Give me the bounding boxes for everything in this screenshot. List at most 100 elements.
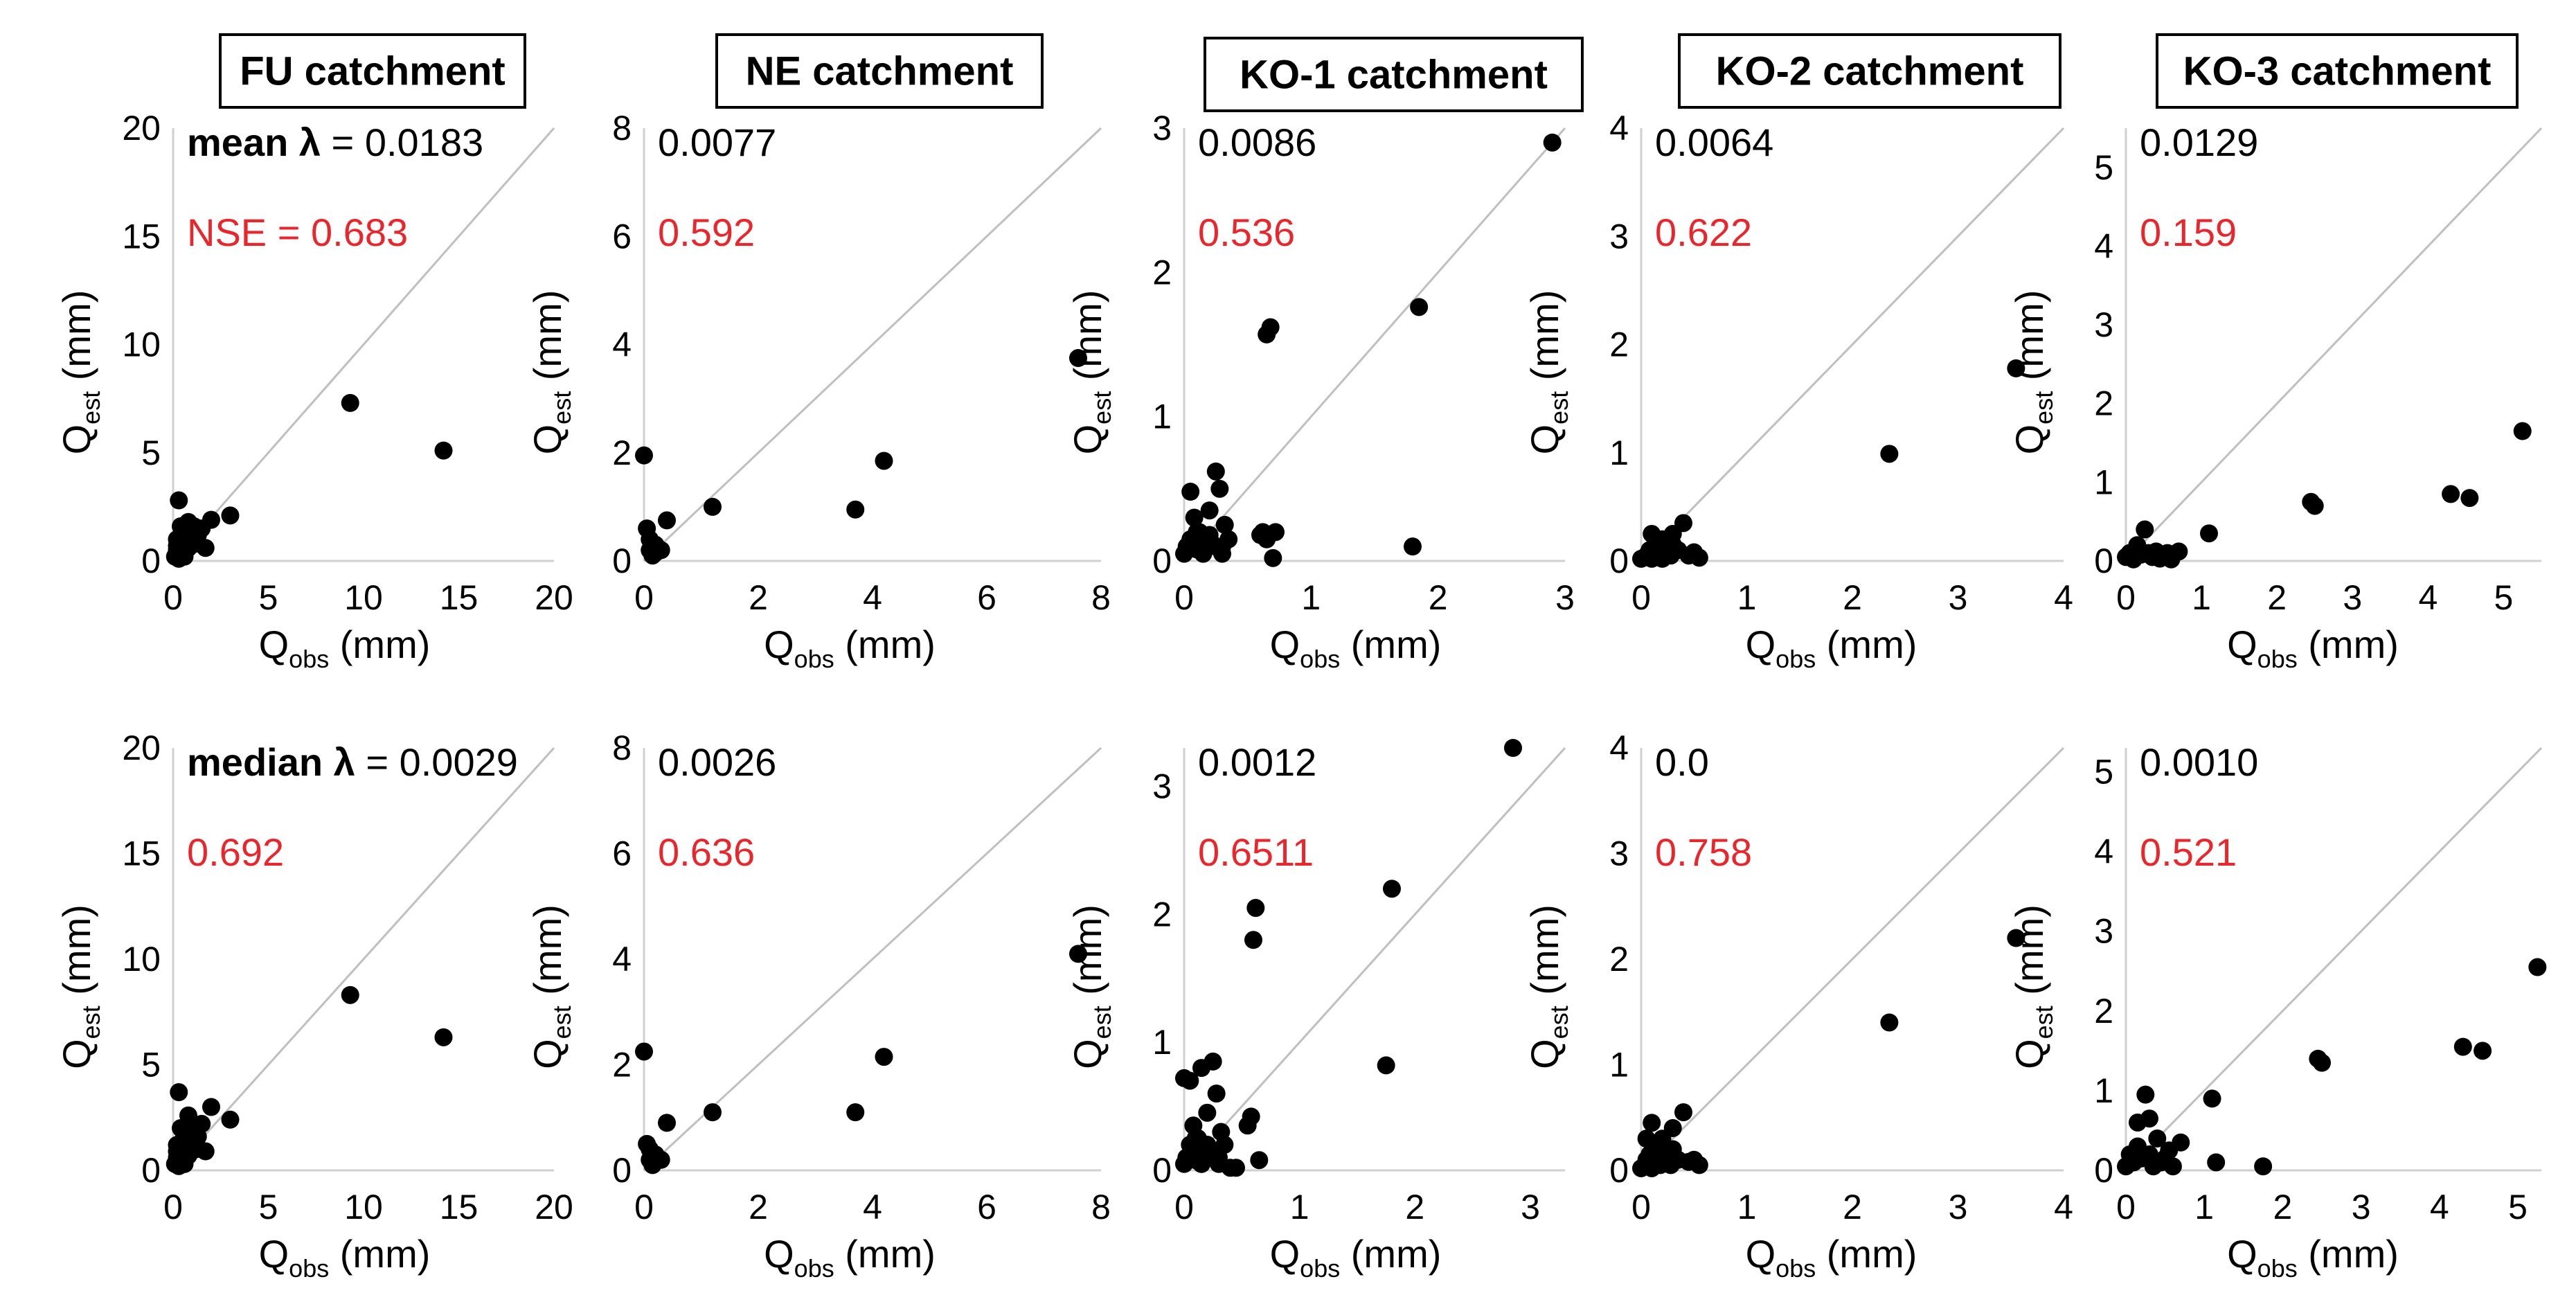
data-point [2207,1153,2226,1172]
data-point [1244,931,1262,949]
data-point [185,1121,204,1140]
x-tick-label: 6 [977,1188,996,1226]
nse-stat: 0.692 [187,830,284,874]
x-axis-label: Qobs (mm) [1270,623,1442,673]
y-axis-label: Qest (mm) [55,904,105,1069]
x-tick-label: 3 [1555,578,1575,617]
y-tick-label: 2 [612,1046,632,1084]
x-tick-label: 4 [863,1188,882,1226]
y-tick-label: 5 [141,434,161,472]
y-tick-label: 2 [1609,325,1629,364]
nse-stat: 0.521 [2140,830,2237,874]
x-tick-label: 4 [2418,578,2438,617]
y-tick-label: 4 [2094,226,2113,265]
data-point [1184,1116,1203,1135]
scatter-panel-mean-4: 0 1 2 3 4 0 1 2 3 4 Qobs (mm) Qest (mm) 0.0064 0.622 [1523,109,2073,673]
data-point [170,491,188,510]
data-point [2453,1037,2472,1056]
data-point [1383,879,1401,898]
y-tick-label: 1 [1152,398,1172,436]
data-point [1250,1151,1269,1170]
data-point [434,1028,453,1046]
x-tick-label: 20 [535,1188,573,1226]
data-point [1674,1103,1692,1122]
scatter-panel-mean-5: 0 1 2 3 4 5 0 1 2 3 4 5 Qobs (mm) Qest (mm) 0.0129 0.15… [2007,120,2543,673]
x-tick-label: 2 [2267,578,2287,617]
data-point [2305,497,2324,515]
y-tick-label: 20 [122,109,161,148]
catchment-title-text: KO-3 catchment [2183,49,2492,94]
one-to-one-line [172,127,555,562]
x-tick-label: 5 [2494,578,2514,617]
data-point [1637,1129,1656,1148]
y-tick-label: 1 [1609,1046,1629,1084]
data-point [1674,514,1692,533]
nse-stat: 0.636 [658,830,755,874]
y-tick-label: 5 [2094,148,2113,187]
title-box [2156,33,2519,109]
catchment-title-3: KO-1 catchment [1204,37,1584,112]
y-tick-label: 15 [122,217,161,256]
y-tick-label: 0 [612,1151,632,1190]
y-tick-label: 3 [2094,305,2113,344]
data-point [2007,359,2025,377]
y-tick-label: 0 [141,1151,161,1190]
data-point [221,1110,240,1129]
lambda-stat: 0.0077 [658,120,776,164]
y-tick-label: 2 [2094,384,2113,423]
x-tick-label: 8 [1091,1188,1111,1226]
data-point [1242,1107,1260,1126]
data-point [1069,349,1087,368]
x-tick-label: 0 [634,578,654,617]
lambda-stat: 0.0064 [1655,120,1773,164]
y-tick-label: 3 [2094,912,2113,951]
x-axis-label: Qobs (mm) [259,1232,431,1283]
data-point [1404,537,1422,556]
data-point [2170,542,2188,561]
x-tick-label: 0 [163,1188,183,1226]
x-tick-label: 2 [1405,1188,1424,1226]
data-point [1643,1159,1661,1177]
one-to-one-line [643,747,1102,1172]
nse-stat: NSE = 0.683 [187,211,408,254]
one-to-one-line [1640,127,2065,562]
x-axis-label: Qobs (mm) [2227,1232,2399,1283]
data-point [1690,548,1708,567]
x-axis-label: Qobs (mm) [259,623,431,673]
nse-stat: 0.758 [1655,830,1752,874]
y-tick-label: 0 [1152,542,1172,580]
nse-stat: 0.622 [1655,211,1752,254]
data-point [1215,1136,1234,1154]
data-point [170,1083,188,1102]
y-tick-label: 5 [141,1046,161,1084]
data-point [1663,535,1682,554]
scatter-panel-median-1: 0 5 10 15 20 0 5 10 15 20 Qobs (mm) Qest (mm) median… [55,729,573,1283]
data-point [196,1142,215,1161]
data-point [635,446,653,465]
data-point [2148,1129,2167,1147]
x-tick-label: 1 [1737,578,1757,617]
x-tick-label: 0 [163,578,183,617]
x-tick-label: 5 [2508,1188,2528,1226]
data-point [2474,1042,2492,1060]
y-tick-label: 3 [1609,834,1629,873]
x-tick-label: 2 [749,578,768,617]
catchment-title-1: FU catchment [219,33,526,109]
one-to-one-line [1183,747,1566,1172]
y-tick-label: 2 [1152,253,1172,292]
x-tick-label: 0 [1631,1188,1651,1226]
y-tick-label: 2 [612,434,632,472]
title-box [219,33,526,109]
catchment-title-2: NE catchment [715,33,1044,109]
data-point [1663,1119,1682,1137]
data-point [2163,1157,2182,1176]
data-point [2007,929,2025,947]
y-tick-label: 1 [2094,463,2113,501]
x-tick-label: 15 [440,1188,478,1226]
data-point [1198,1103,1217,1122]
data-point [202,1098,220,1116]
data-point [2442,485,2460,503]
y-tick-label: 2 [1152,895,1172,934]
x-tick-label: 1 [2194,1188,2214,1226]
